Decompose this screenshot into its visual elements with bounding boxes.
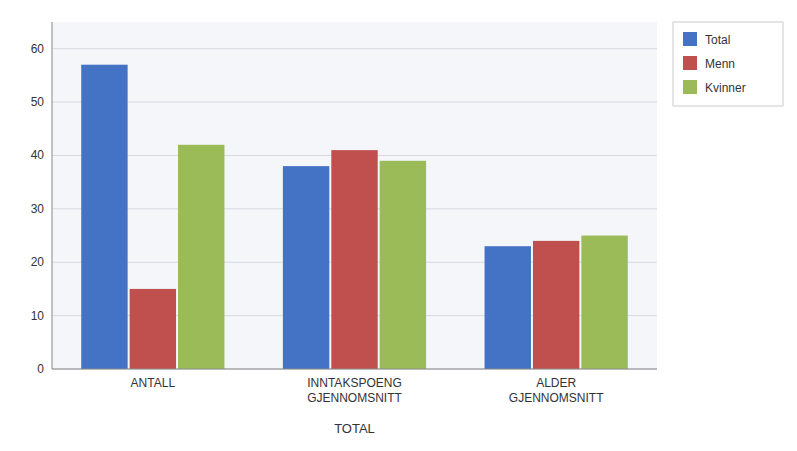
legend-swatch — [683, 80, 697, 94]
legend: Total Menn Kvinner — [673, 22, 783, 106]
plot-background — [52, 22, 657, 369]
legend-swatch — [683, 56, 697, 70]
bar — [178, 145, 224, 369]
bar — [81, 65, 127, 369]
bar — [581, 236, 627, 369]
bar — [130, 289, 176, 369]
grid — [52, 49, 657, 369]
bar — [331, 150, 377, 369]
legend-label: Total — [705, 33, 730, 47]
x-tick-label: INNTAKSPOENGGJENNOMSNITT — [307, 376, 402, 405]
y-tick-label: 60 — [31, 42, 45, 56]
bar — [533, 241, 579, 369]
legend-swatch — [683, 32, 697, 46]
bar — [283, 166, 329, 369]
legend-label: Menn — [705, 57, 735, 71]
y-tick-label: 50 — [31, 95, 45, 109]
grid-line — [52, 102, 657, 103]
grid-line — [52, 48, 657, 49]
bar — [485, 246, 531, 369]
bars — [81, 65, 628, 369]
y-tick-label: 40 — [31, 148, 45, 162]
y-tick-label: 30 — [31, 202, 45, 216]
bar — [380, 161, 426, 369]
x-tick-label: ANTALL — [131, 376, 176, 390]
x-axis-line — [52, 369, 657, 370]
x-tick-label: ALDERGJENNOMSNITT — [509, 376, 604, 405]
grid-line — [52, 369, 657, 370]
x-axis-label: TOTAL — [334, 421, 375, 436]
y-axis-line — [52, 22, 53, 369]
legend-label: Kvinner — [705, 81, 746, 95]
chart: 0 10 20 30 40 50 60 ANTALL INNTAKSPOENGGJENNOMSN… — [0, 0, 797, 451]
y-tick-label: 0 — [37, 362, 44, 376]
y-tick-label: 20 — [31, 255, 45, 269]
y-tick-label: 10 — [31, 309, 45, 323]
legend-frame — [673, 22, 783, 106]
